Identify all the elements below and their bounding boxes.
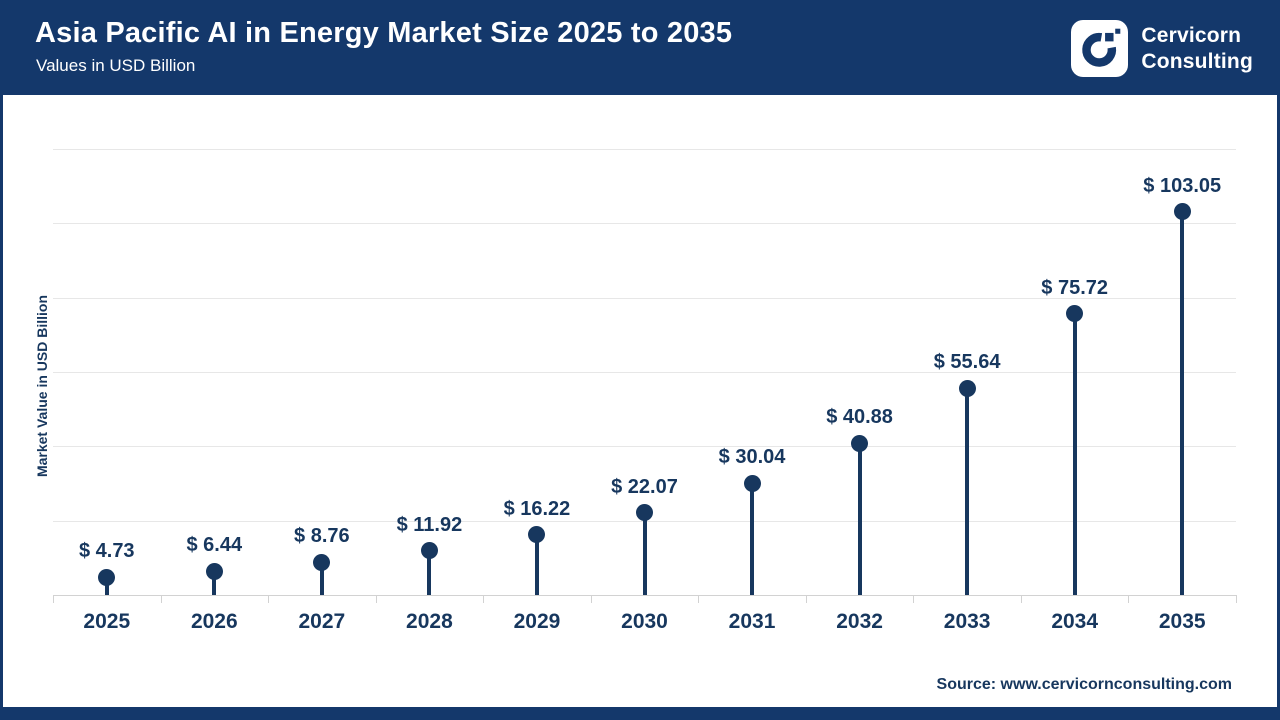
lollipop-dot xyxy=(1173,203,1191,221)
axis-tick xyxy=(53,595,54,603)
x-axis-line xyxy=(53,595,1236,596)
axis-tick xyxy=(1236,595,1237,603)
company-logo: Cervicorn Consulting xyxy=(1071,20,1253,77)
axis-tick xyxy=(1020,595,1022,603)
y-axis-label: Market Value in USD Billion xyxy=(34,294,50,478)
value-label: $ 6.44 xyxy=(186,534,243,557)
year-label: 2029 xyxy=(513,610,561,633)
header-banner: Asia Pacific AI in Energy Market Size 20… xyxy=(3,3,1277,95)
lollipop-dot xyxy=(205,562,223,580)
axis-tick xyxy=(483,595,485,603)
axis-tick xyxy=(1128,595,1130,603)
lollipop-stem xyxy=(427,550,432,595)
lollipop-dot xyxy=(313,553,331,571)
lollipop-stem xyxy=(965,388,970,595)
axis-tick xyxy=(375,595,377,603)
lollipop-stem xyxy=(1072,313,1077,595)
lollipop-stem xyxy=(857,443,862,595)
lollipop-dot xyxy=(98,568,116,586)
year-label: 2033 xyxy=(943,610,991,633)
lollipop-dot xyxy=(420,542,438,560)
axis-tick xyxy=(590,595,592,603)
value-label: $ 22.07 xyxy=(611,475,678,498)
lollipop-stem xyxy=(534,534,539,595)
value-label: $ 4.73 xyxy=(78,540,135,563)
year-label: 2032 xyxy=(836,610,883,633)
value-label: $ 55.64 xyxy=(933,351,1001,374)
lollipop-stem xyxy=(212,571,217,595)
lollipop-dot xyxy=(636,504,653,522)
lollipop-stem xyxy=(642,512,647,595)
value-label: $ 40.88 xyxy=(826,406,893,429)
axis-tick xyxy=(805,595,807,603)
lollipop-dot xyxy=(1066,305,1084,323)
lollipop-stem xyxy=(319,562,324,595)
gridline xyxy=(53,372,1236,373)
source-attribution: Source: www.cervicornconsulting.com xyxy=(936,676,1232,693)
logo-text: Cervicorn Consulting xyxy=(1141,23,1253,75)
axis-tick xyxy=(268,595,270,603)
axis-tick xyxy=(913,595,915,603)
gridline xyxy=(53,297,1236,299)
value-label: $ 16.22 xyxy=(503,497,571,520)
value-label: $ 11.92 xyxy=(396,513,463,536)
gridline xyxy=(53,149,1236,150)
lollipop-dot xyxy=(528,526,546,544)
year-label: 2026 xyxy=(190,610,238,633)
lollipop-stem xyxy=(1180,211,1185,595)
page-subtitle: Values in USD Billion xyxy=(36,56,196,75)
year-label: 2035 xyxy=(1158,610,1206,633)
lollipop-dot xyxy=(958,379,976,397)
axis-tick xyxy=(160,595,162,603)
value-label: $ 75.72 xyxy=(1041,276,1109,299)
lollipop-stem xyxy=(104,577,109,595)
value-label: $ 30.04 xyxy=(718,446,786,469)
year-label: 2028 xyxy=(406,610,453,633)
value-label: $ 103.05 xyxy=(1143,174,1222,197)
year-label: 2025 xyxy=(83,610,131,633)
lollipop-stem xyxy=(750,483,755,595)
gridline xyxy=(53,223,1236,225)
logo-text-line2: Consulting xyxy=(1141,49,1253,73)
year-label: 2034 xyxy=(1051,610,1099,633)
year-label: 2031 xyxy=(728,610,776,633)
plot-area: Market Value in USD Billion $ 4.73 2025 $ … xyxy=(3,95,1277,707)
year-label: 2030 xyxy=(621,610,668,633)
year-label: 2027 xyxy=(298,610,346,633)
axis-tick xyxy=(698,595,700,603)
value-label: $ 8.76 xyxy=(294,525,350,548)
lollipop-dot xyxy=(851,434,869,452)
cervicorn-logo-icon xyxy=(1071,20,1129,77)
lollipop-dot xyxy=(743,474,761,492)
gridline xyxy=(53,446,1236,448)
logo-text-line1: Cervicorn xyxy=(1141,23,1242,47)
bottom-accent-bar xyxy=(3,707,1277,717)
page-title: Asia Pacific AI in Energy Market Size 20… xyxy=(35,17,733,49)
